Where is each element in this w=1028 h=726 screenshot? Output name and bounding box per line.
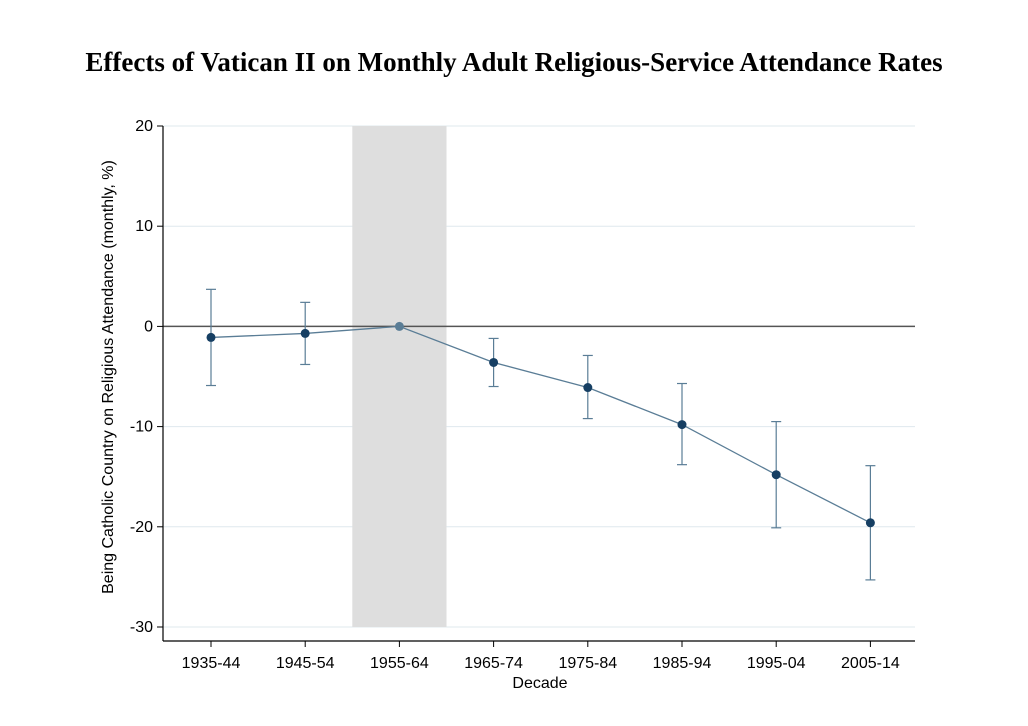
- data-point: [300, 328, 310, 338]
- chart-title: Effects of Vatican II on Monthly Adult R…: [85, 47, 943, 77]
- x-tick-label: 1945-54: [276, 655, 335, 672]
- data-point: [677, 420, 687, 430]
- y-tick-label: -20: [130, 519, 153, 536]
- data-point: [394, 321, 404, 331]
- y-tick-label: 0: [144, 318, 153, 335]
- y-axis-label: Being Catholic Country on Religious Atte…: [100, 160, 117, 594]
- data-series: [206, 288, 876, 581]
- x-tick-label: 1965-74: [464, 655, 523, 672]
- gridlines: [163, 125, 915, 628]
- series-line: [210, 325, 871, 524]
- x-tick-label: 1975-84: [558, 655, 617, 672]
- x-tick-label: 1995-04: [747, 655, 806, 672]
- data-point: [865, 518, 875, 528]
- y-tick-label: 10: [135, 218, 153, 235]
- data-point: [771, 470, 781, 480]
- y-tick-label: 20: [135, 118, 153, 135]
- axes: -30 -20 -10 0 10 20 1935-44 1945-54 1955-64 1965-…: [130, 118, 915, 672]
- y-tick-label: -30: [130, 619, 153, 636]
- vatican-ii-shaded-band: [352, 126, 447, 627]
- x-tick-label: 1955-64: [370, 655, 429, 672]
- y-tick-label: -10: [130, 419, 153, 436]
- axis-labels: Decade Being Catholic Country on Religio…: [100, 160, 568, 692]
- x-axis-label: Decade: [512, 675, 567, 692]
- shaded-region: [352, 126, 447, 627]
- x-tick-label: 2005-14: [841, 655, 900, 672]
- data-point: [583, 383, 593, 393]
- x-tick-label: 1935-44: [182, 655, 241, 672]
- data-point: [489, 357, 499, 367]
- x-tick-label: 1985-94: [653, 655, 712, 672]
- data-point: [206, 332, 216, 342]
